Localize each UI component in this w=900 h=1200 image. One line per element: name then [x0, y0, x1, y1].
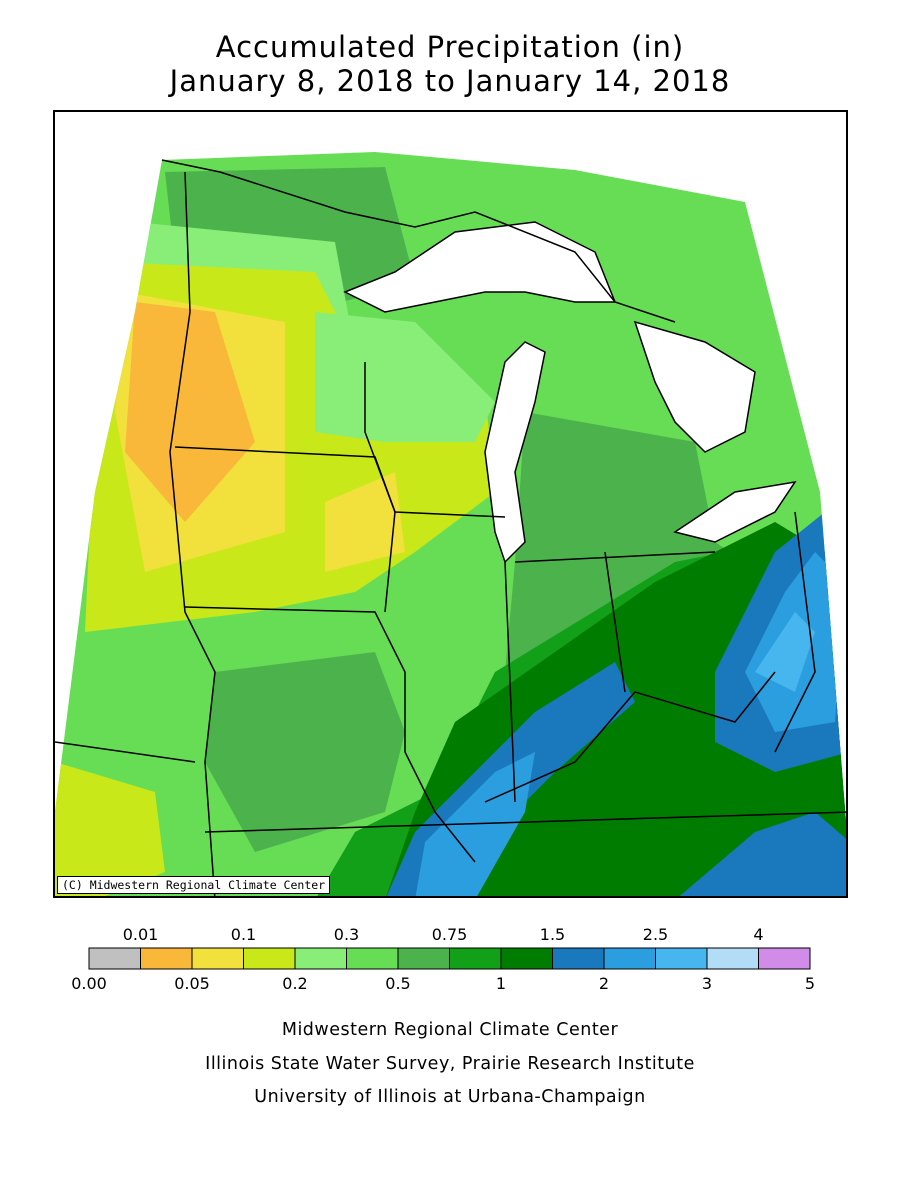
legend-top-label: 0.3: [334, 925, 359, 944]
canada-border: [161, 159, 676, 323]
precip-band-2.5-3-ohio: [755, 612, 815, 692]
precip-band-2-2.5-sw: [415, 752, 535, 896]
boundary-ia-mo: [184, 606, 476, 863]
legend-bottom-label: 0.00: [71, 974, 107, 993]
legend-top-labels: 0.01 0.1 0.3 0.75 1.5 2.5 4: [123, 925, 764, 944]
legend-top-label: 0.01: [123, 925, 159, 944]
state-boundaries: [55, 171, 846, 896]
legend-bottom-label: 3: [702, 974, 712, 993]
legend-bottom-label: 5: [805, 974, 815, 993]
legend-bottom-label: 0.2: [282, 974, 307, 993]
legend-top-label: 0.1: [231, 925, 256, 944]
precip-band-0.01-0.05-dakota: [125, 302, 255, 522]
legend-box-2: [191, 947, 244, 970]
legend-bottom-label: 2: [599, 974, 609, 993]
legend-box-10: [603, 947, 656, 970]
boundary-south: [204, 811, 846, 833]
legend-top-label: 2.5: [643, 925, 668, 944]
footer-line-3: University of Illinois at Urbana-Champai…: [254, 1087, 646, 1107]
legend-bottom-label: 0.05: [174, 974, 210, 993]
lake-erie: [673, 480, 797, 543]
precip-band-0.2-0.3-wi: [315, 312, 495, 442]
lake-superior: [343, 221, 617, 313]
legend-box-13: [758, 947, 811, 970]
legend-bottom-label: 0.5: [385, 974, 410, 993]
precip-band-0.1-0.2-sw: [55, 762, 165, 896]
map-copyright: (C) Midwestern Regional Climate Center: [57, 876, 331, 894]
precip-band-1.5-2-ky: [675, 812, 846, 896]
footer-line-1: Midwestern Regional Climate Center: [281, 1020, 619, 1040]
boundary-ohio-river: [484, 671, 776, 803]
precip-band-0.05-0.1-iowa: [325, 472, 405, 572]
lake-michigan: [484, 341, 546, 564]
legend-top-label: 4: [753, 925, 763, 944]
map-canvas: [55, 112, 846, 896]
lake-huron: [633, 320, 756, 453]
legend-bottom-label: 1: [496, 974, 506, 993]
legend-top-label: 1.5: [540, 925, 565, 944]
legend-box-5: [346, 947, 399, 970]
legend-box-6: [397, 947, 450, 970]
boundary-il-in: [504, 561, 516, 803]
boundary-east: [774, 511, 816, 753]
legend-color-boxes: [88, 947, 811, 970]
boundary-west: [169, 171, 216, 896]
legend-box-8: [500, 947, 553, 970]
boundary-in-oh: [604, 551, 626, 693]
legend-box-4: [294, 947, 347, 970]
legend-box-3: [243, 947, 296, 970]
boundary-wi: [364, 362, 396, 613]
legend-box-0: [88, 947, 141, 970]
boundary-mi-south: [514, 551, 716, 563]
legend-box-1: [140, 947, 193, 970]
map-date-range: January 8, 2018 to January 14, 2018: [169, 64, 731, 98]
legend-bottom-labels: 0.00 0.05 0.2 0.5 1 2 3 5: [71, 974, 815, 993]
footer-line-2: Illinois State Water Survey, Prairie Res…: [205, 1054, 695, 1074]
legend-box-7: [449, 947, 502, 970]
precipitation-map: (C) Midwestern Regional Climate Center: [53, 110, 848, 898]
map-title: Accumulated Precipitation (in): [215, 30, 685, 64]
legend-box-11: [655, 947, 708, 970]
great-lakes: [343, 221, 797, 564]
boundary-ks-ne: [55, 741, 196, 763]
legend-box-9: [552, 947, 605, 970]
legend-box-12: [706, 947, 759, 970]
legend-top-label: 0.75: [432, 925, 468, 944]
color-legend: 0.01 0.1 0.3 0.75 1.5 2.5 4 0.00 0.05 0.2 0.5 1 2 3 5: [71, 925, 815, 993]
precip-band-0.5-0.75-mo: [205, 652, 405, 852]
